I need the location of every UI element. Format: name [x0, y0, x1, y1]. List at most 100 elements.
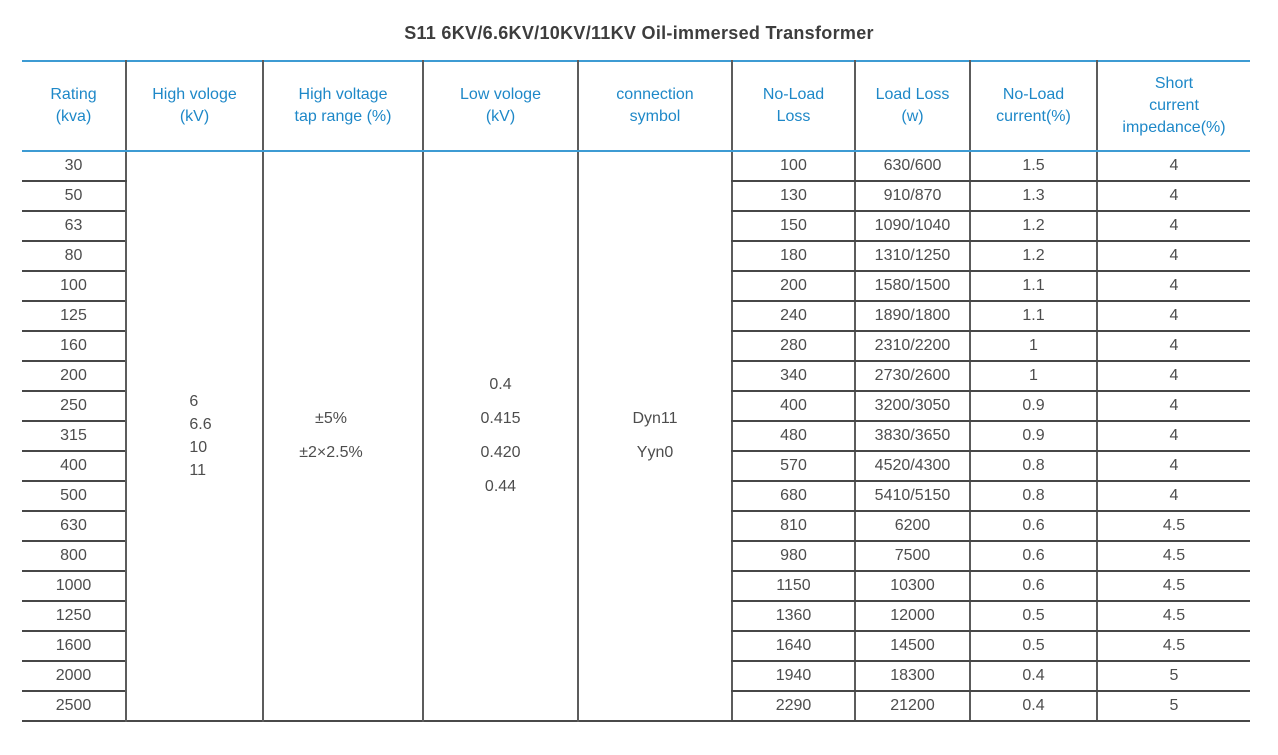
cell-no-load-current: 1.2: [969, 241, 1097, 272]
cell-no-load-loss: 2290: [731, 691, 855, 722]
table-row: 63 150 1090/1040 1.2 4: [22, 211, 1250, 242]
column-header-connection-symbol: connection symbol: [577, 61, 732, 152]
cell-tap-range-values: ±5% ±2×2.5%: [262, 151, 423, 721]
cell-load-loss: 1310/1250: [854, 241, 970, 272]
cell-rating: 125: [22, 301, 126, 332]
page-title: S11 6KV/6.6KV/10KV/11KV Oil-immersed Tra…: [404, 23, 874, 43]
cell-no-load-loss: 680: [731, 481, 855, 512]
value-line: 6.6: [189, 416, 212, 433]
cell-load-loss: 3830/3650: [854, 421, 970, 452]
cell-no-load-current: 0.8: [969, 481, 1097, 512]
cell-no-load-current: 0.9: [969, 391, 1097, 422]
cell-load-loss: 1890/1800: [854, 301, 970, 332]
table-row: 315 480 3830/3650 0.9 4: [22, 421, 1250, 452]
cell-rating: 1000: [22, 571, 126, 602]
column-header-low-voltage: Low vologe (kV): [422, 61, 578, 152]
cell-load-loss: 12000: [854, 601, 970, 632]
value-line: 0.420: [480, 444, 521, 461]
cell-impedance: 4.5: [1096, 631, 1250, 662]
cell-load-loss: 4520/4300: [854, 451, 970, 482]
cell-rating: 500: [22, 481, 126, 512]
table-row: 200 340 2730/2600 1 4: [22, 361, 1250, 392]
table-row: 2000 1940 18300 0.4 5: [22, 661, 1250, 692]
cell-load-loss: 630/600: [854, 151, 970, 182]
transformer-spec-table: Rating (kva) High vologe (kV) High volta…: [22, 60, 1250, 722]
cell-high-voltage-values: 6 6.6 10 11: [125, 151, 263, 721]
cell-impedance: 4: [1096, 301, 1250, 332]
column-header-no-load-current: No-Load current(%): [969, 61, 1097, 152]
cell-no-load-current: 1.1: [969, 301, 1097, 332]
cell-impedance: 4: [1096, 481, 1250, 512]
cell-impedance: 4.5: [1096, 541, 1250, 572]
table-body: 30 6 6.6 10 11 ±5% ±2×2.5% 0.4 0.415 0.420 0.44 Dyn…: [22, 151, 1250, 722]
column-header-high-voltage: High vologe (kV): [125, 61, 263, 152]
cell-rating: 1250: [22, 601, 126, 632]
cell-rating: 160: [22, 331, 126, 362]
cell-no-load-loss: 340: [731, 361, 855, 392]
cell-no-load-loss: 130: [731, 181, 855, 212]
table-row: 630 810 6200 0.6 4.5: [22, 511, 1250, 542]
cell-no-load-loss: 400: [731, 391, 855, 422]
cell-rating: 30: [22, 151, 126, 182]
cell-no-load-current: 0.6: [969, 541, 1097, 572]
cell-impedance: 4.5: [1096, 511, 1250, 542]
cell-no-load-current: 0.4: [969, 691, 1097, 722]
table-row: 500 680 5410/5150 0.8 4: [22, 481, 1250, 512]
cell-no-load-current: 0.5: [969, 601, 1097, 632]
cell-low-voltage-values-stack: 0.4 0.415 0.420 0.44: [480, 368, 520, 504]
cell-rating: 2000: [22, 661, 126, 692]
cell-no-load-current: 0.6: [969, 571, 1097, 602]
cell-no-load-current: 1: [969, 361, 1097, 392]
cell-impedance: 5: [1096, 691, 1250, 722]
cell-no-load-current: 1.3: [969, 181, 1097, 212]
cell-load-loss: 1090/1040: [854, 211, 970, 242]
table-row: 100 200 1580/1500 1.1 4: [22, 271, 1250, 302]
cell-no-load-current: 0.8: [969, 451, 1097, 482]
cell-no-load-loss: 100: [731, 151, 855, 182]
cell-impedance: 4: [1096, 331, 1250, 362]
cell-impedance: 4: [1096, 451, 1250, 482]
cell-rating: 100: [22, 271, 126, 302]
cell-low-voltage-values: 0.4 0.415 0.420 0.44: [422, 151, 578, 721]
table-row: 1000 1150 10300 0.6 4.5: [22, 571, 1250, 602]
table-row: 50 130 910/870 1.3 4: [22, 181, 1250, 212]
cell-rating: 63: [22, 211, 126, 242]
cell-no-load-loss: 1640: [731, 631, 855, 662]
cell-no-load-current: 1.5: [969, 151, 1097, 182]
cell-load-loss: 1580/1500: [854, 271, 970, 302]
cell-load-loss: 2730/2600: [854, 361, 970, 392]
cell-impedance: 4: [1096, 151, 1250, 182]
value-line: 0.415: [480, 410, 521, 427]
column-header-tap-range: High voltage tap range (%): [262, 61, 423, 152]
cell-no-load-loss: 280: [731, 331, 855, 362]
cell-no-load-loss: 980: [731, 541, 855, 572]
cell-impedance: 4: [1096, 241, 1250, 272]
cell-impedance: 4.5: [1096, 571, 1250, 602]
table-row: 2500 2290 21200 0.4 5: [22, 691, 1250, 722]
cell-no-load-loss: 810: [731, 511, 855, 542]
cell-load-loss: 910/870: [854, 181, 970, 212]
cell-load-loss: 2310/2200: [854, 331, 970, 362]
table-row: 30 6 6.6 10 11 ±5% ±2×2.5% 0.4 0.415 0.420 0.44 Dyn…: [22, 151, 1250, 721]
value-line: 0.44: [484, 478, 517, 495]
value-line: ±5%: [315, 410, 347, 427]
cell-impedance: 4: [1096, 211, 1250, 242]
cell-rating: 800: [22, 541, 126, 572]
cell-impedance: 4: [1096, 421, 1250, 452]
cell-load-loss: 6200: [854, 511, 970, 542]
cell-no-load-current: 0.9: [969, 421, 1097, 452]
cell-impedance: 4.5: [1096, 601, 1250, 632]
cell-rating: 2500: [22, 691, 126, 722]
value-line: Yyn0: [636, 444, 674, 461]
table-row: 250 400 3200/3050 0.9 4: [22, 391, 1250, 422]
cell-load-loss: 5410/5150: [854, 481, 970, 512]
cell-load-loss: 7500: [854, 541, 970, 572]
cell-connection-symbol-values: Dyn11 Yyn0: [577, 151, 732, 721]
cell-impedance: 4: [1096, 391, 1250, 422]
cell-tap-range-values-stack: ±5% ±2×2.5%: [299, 402, 363, 470]
cell-load-loss: 21200: [854, 691, 970, 722]
cell-rating: 1600: [22, 631, 126, 662]
cell-impedance: 4: [1096, 361, 1250, 392]
column-header-rating: Rating (kva): [22, 61, 126, 152]
value-line: 11: [189, 462, 206, 479]
